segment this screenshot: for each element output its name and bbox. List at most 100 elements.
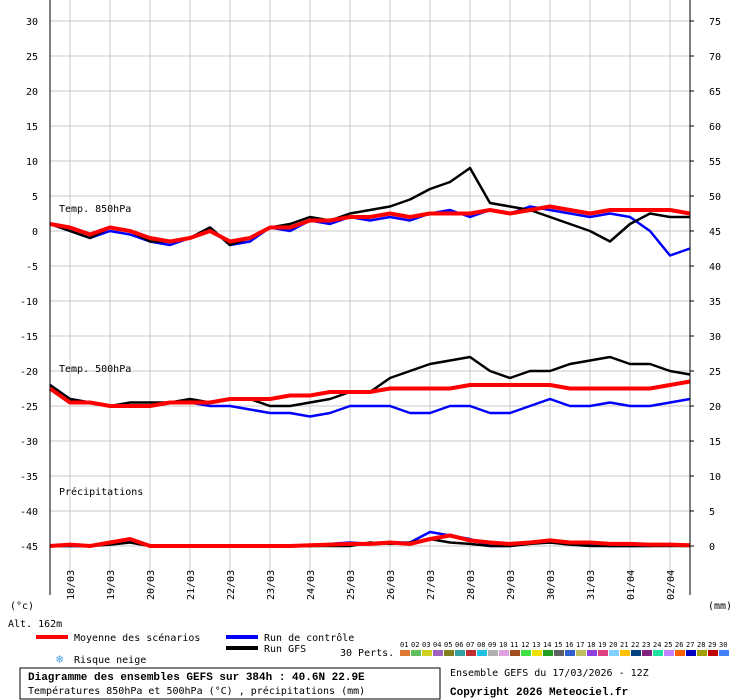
y2-tick-label: 35 <box>709 297 721 308</box>
series-line <box>49 204 691 244</box>
perturbation-swatch <box>411 650 421 656</box>
x-tick-label: 29/03 <box>506 570 517 600</box>
perturbation-number: 03 <box>422 641 430 649</box>
perturbation-number: 27 <box>686 641 694 649</box>
footer-box <box>19 667 441 700</box>
snow-label: Risque neige <box>74 655 146 666</box>
perturbation-number: 17 <box>576 641 584 649</box>
perturbation-number: 04 <box>433 641 441 649</box>
x-tick-label: 21/03 <box>186 570 197 600</box>
y-tick-label: -35 <box>20 472 38 483</box>
series-line <box>49 533 691 548</box>
perturbation-swatch <box>708 650 718 656</box>
y2-tick-label: 25 <box>709 367 721 378</box>
perturbation-swatch <box>543 650 553 656</box>
altitude: Alt. 162m <box>8 619 62 630</box>
perturbation-number: 10 <box>499 641 507 649</box>
perturbation-number: 28 <box>697 641 705 649</box>
x-tick-label: 22/03 <box>226 570 237 600</box>
x-tick-label: 24/03 <box>306 570 317 600</box>
perturbation-number: 23 <box>642 641 650 649</box>
x-tick-label: 26/03 <box>386 570 397 600</box>
perturbation-number: 25 <box>664 641 672 649</box>
y2-tick-label: 0 <box>709 542 715 553</box>
perturbation-swatch <box>554 650 564 656</box>
series-line <box>48 379 691 408</box>
legend-label: Run de contrôle <box>264 632 354 644</box>
perturbation-number: 26 <box>675 641 683 649</box>
y2-tick-label: 30 <box>709 332 721 343</box>
x-tick-label: 02/04 <box>666 570 677 600</box>
perturbation-number: 14 <box>543 641 551 649</box>
perturbation-swatch <box>455 650 465 656</box>
perturbation-number: 19 <box>598 641 606 649</box>
perturbation-swatch <box>466 650 476 656</box>
y2-tick-label: 60 <box>709 122 721 133</box>
y-tick-label: 5 <box>32 192 38 203</box>
perturbation-number: 06 <box>455 641 463 649</box>
x-tick-label: 25/03 <box>346 570 357 600</box>
y-tick-label: -15 <box>20 332 38 343</box>
y2-tick-label: 45 <box>709 227 721 238</box>
y-tick-label: -10 <box>20 297 38 308</box>
y2-tick-label: 20 <box>709 402 721 413</box>
perturbation-number: 30 <box>719 641 727 649</box>
y-tick-label: 0 <box>32 227 38 238</box>
perturbation-number: 07 <box>466 641 474 649</box>
panel-label: Précipitations <box>59 486 143 498</box>
perturbation-number: 29 <box>708 641 716 649</box>
perturbation-swatch <box>565 650 575 656</box>
perturbation-number: 01 <box>400 641 408 649</box>
perturbation-swatch <box>620 650 630 656</box>
y2-tick-label: 15 <box>709 437 721 448</box>
perturbation-number: 21 <box>620 641 628 649</box>
y-tick-label: 20 <box>26 87 38 98</box>
perturbation-swatch <box>510 650 520 656</box>
x-tick-label: 19/03 <box>106 570 117 600</box>
x-tick-label: 18/03 <box>66 570 77 600</box>
lines <box>48 166 691 548</box>
perturbation-swatch <box>444 650 454 656</box>
y2-tick-label: 70 <box>709 52 721 63</box>
chart-subtitle: Températures 850hPa et 500hPa (°C) , pré… <box>28 685 365 697</box>
perturbation-number: 16 <box>565 641 573 649</box>
y2-tick-label: 5 <box>709 507 715 518</box>
run-label: Ensemble GEFS du 17/03/2026 - 12Z <box>450 668 649 679</box>
x-tick-label: 30/03 <box>546 570 557 600</box>
perturbation-number: 11 <box>510 641 518 649</box>
perturbation-swatch <box>664 650 674 656</box>
x-tick-label: 27/03 <box>426 570 437 600</box>
perturbation-swatch <box>697 650 707 656</box>
perturbation-swatch <box>609 650 619 656</box>
y-tick-label: 25 <box>26 52 38 63</box>
legend-label: Moyenne des scénarios <box>74 632 200 644</box>
y2-tick-label: 65 <box>709 87 721 98</box>
y-tick-label: -20 <box>20 367 38 378</box>
y-tick-label: -30 <box>20 437 38 448</box>
perturbation-swatch <box>576 650 586 656</box>
grid <box>50 0 690 595</box>
y-tick-label: -5 <box>26 262 38 273</box>
perturbation-swatch <box>675 650 685 656</box>
perturbation-swatch <box>587 650 597 656</box>
y2-tick-label: 55 <box>709 157 721 168</box>
y-tick-label: -25 <box>20 402 38 413</box>
perturbations-label: 30 Perts. <box>340 648 394 659</box>
perturbation-number: 05 <box>444 641 452 649</box>
series-line <box>49 166 690 247</box>
perturbation-number: 02 <box>411 641 419 649</box>
snow-icon: ❄ <box>56 652 63 666</box>
perturbation-swatch <box>433 650 443 656</box>
x-tick-label: 01/04 <box>626 570 637 600</box>
perturbation-swatch <box>488 650 498 656</box>
y2-tick-label: 50 <box>709 192 721 203</box>
perturbation-swatch <box>521 650 531 656</box>
perturbation-swatch <box>499 650 509 656</box>
perturbation-number: 13 <box>532 641 540 649</box>
x-tick-label: 28/03 <box>466 570 477 600</box>
x-tick-label: 20/03 <box>146 570 157 600</box>
y-tick-label: 10 <box>26 157 38 168</box>
